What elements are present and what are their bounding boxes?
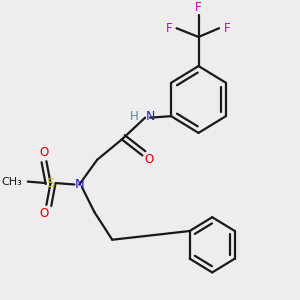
Text: F: F <box>166 22 172 35</box>
Text: O: O <box>40 146 49 159</box>
Text: H: H <box>130 110 139 123</box>
Text: N: N <box>74 178 84 191</box>
Text: CH₃: CH₃ <box>1 177 22 187</box>
Text: F: F <box>195 2 202 14</box>
Text: O: O <box>40 207 49 220</box>
Text: N: N <box>146 110 155 123</box>
Text: F: F <box>224 22 230 35</box>
Text: O: O <box>145 153 154 166</box>
Text: S: S <box>46 176 55 190</box>
